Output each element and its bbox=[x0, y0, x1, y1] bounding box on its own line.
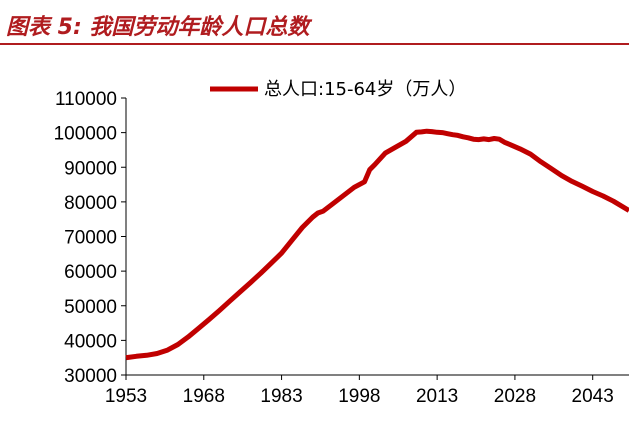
y-tick-label: 90000 bbox=[64, 158, 117, 179]
header-divider bbox=[0, 43, 629, 45]
y-tick-label: 80000 bbox=[64, 193, 117, 214]
y-tick-label: 70000 bbox=[64, 228, 117, 249]
x-tick-label: 1983 bbox=[260, 386, 302, 407]
x-tick-label: 1998 bbox=[338, 386, 380, 407]
figure-header: 图表 5: 我国劳动年龄人口总数 bbox=[0, 0, 629, 45]
legend-label: 总人口:15-64岁（万人） bbox=[264, 79, 466, 100]
y-tick-label: 40000 bbox=[64, 331, 117, 352]
x-tick-label: 2043 bbox=[572, 386, 614, 407]
figure-title: 图表 5: 我国劳动年龄人口总数 bbox=[6, 15, 310, 40]
y-tick-label: 110000 bbox=[55, 89, 117, 110]
series-line bbox=[125, 128, 629, 361]
x-tick-label: 2013 bbox=[416, 386, 458, 407]
y-tick-label: 60000 bbox=[64, 262, 117, 283]
x-tick-label: 2028 bbox=[494, 386, 536, 407]
x-tick-label: 1968 bbox=[183, 386, 225, 407]
y-tick-label: 100000 bbox=[54, 124, 117, 145]
y-tick-label: 50000 bbox=[64, 297, 117, 318]
x-tick-label: 1953 bbox=[105, 386, 147, 407]
y-tick-label: 30000 bbox=[64, 366, 117, 387]
